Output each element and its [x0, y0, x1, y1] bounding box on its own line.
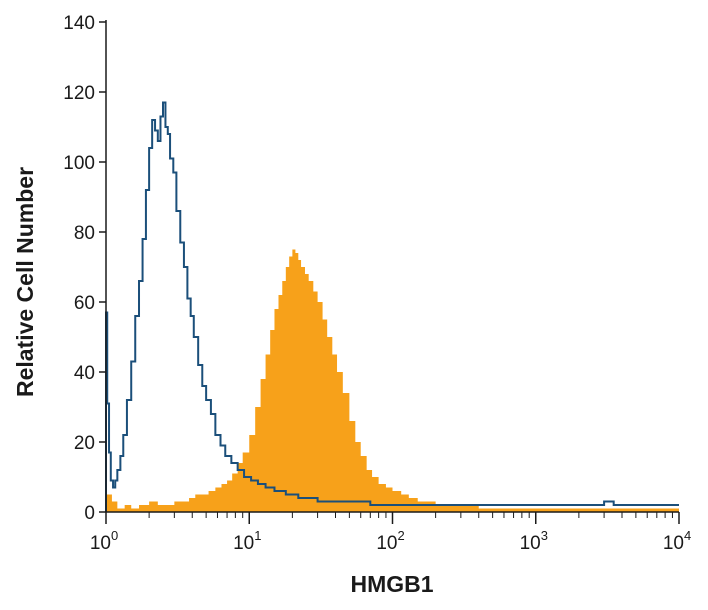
series-outline-histogram [105, 101, 679, 512]
x-tick-label: 104 [663, 528, 691, 554]
y-tick-label: 20 [74, 433, 95, 454]
y-tick-label: 100 [63, 153, 95, 174]
y-tick-label: 80 [74, 223, 95, 244]
y-tick-label: 120 [63, 83, 95, 104]
y-tick-label: 40 [74, 363, 95, 384]
axes-layer: 0 20 40 60 80 100 120 140 100 101 102 103 104 [63, 13, 691, 554]
x-axis-title: HMGB1 [350, 571, 433, 597]
series-filled-histogram [106, 249, 679, 512]
x-tick-label: 102 [376, 528, 404, 554]
y-tick-label: 140 [63, 13, 95, 34]
x-tick-label: 101 [233, 528, 261, 554]
series-layer [105, 101, 679, 512]
y-tick-label: 60 [74, 293, 95, 314]
y-axis-title: Relative Cell Number [12, 167, 38, 397]
x-tick-label: 103 [520, 528, 548, 554]
x-tick-label: 100 [90, 528, 118, 554]
y-tick-label: 0 [84, 503, 95, 524]
